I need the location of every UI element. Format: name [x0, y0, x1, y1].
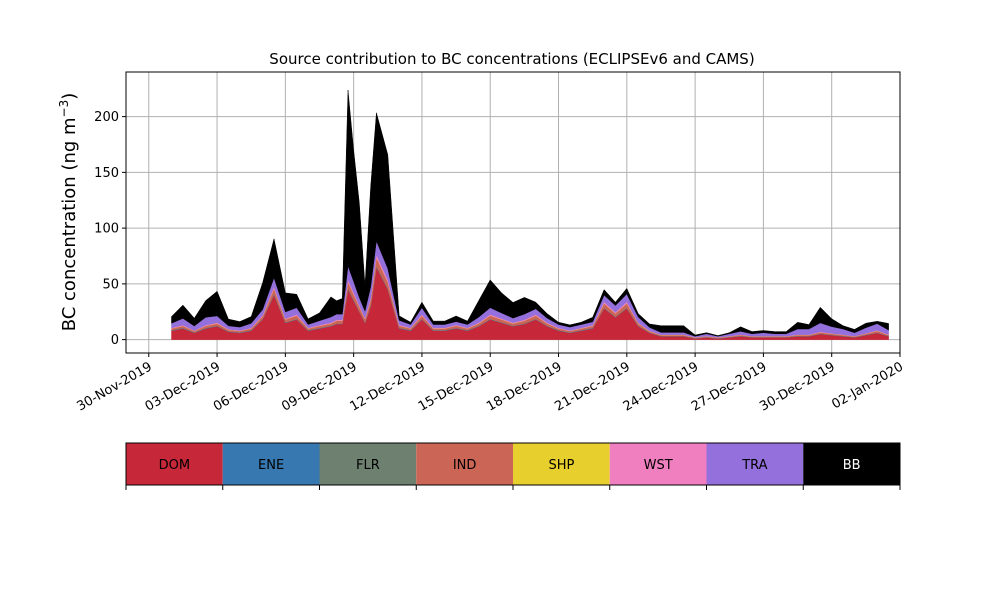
x-tick-label: 30-Nov-2019: [74, 359, 154, 414]
legend-label-bb: BB: [843, 458, 861, 473]
x-tick-label: 24-Dec-2019: [621, 359, 701, 414]
y-tick-label: 150: [94, 166, 119, 181]
x-tick-label: 12-Dec-2019: [348, 359, 428, 414]
x-tick-label: 15-Dec-2019: [416, 359, 496, 414]
x-tick-label: 03-Dec-2019: [143, 359, 223, 414]
legend-swatch-dom: [126, 443, 223, 485]
y-axis-label-superscript: −3: [57, 100, 71, 118]
legend-label-shp: SHP: [548, 458, 574, 473]
x-tick-label: 27-Dec-2019: [689, 359, 769, 414]
chart-title: Source contribution to BC concentrations…: [269, 50, 754, 68]
x-tick-label: 09-Dec-2019: [279, 359, 359, 414]
legend-label-ene: ENE: [258, 458, 284, 473]
x-tick-label: 18-Dec-2019: [484, 359, 564, 414]
legend-label-flr: FLR: [356, 458, 380, 473]
y-axis-label-main: BC concentration (ng m: [59, 117, 80, 331]
y-axis-label-tail: ): [59, 93, 80, 100]
x-axis: 30-Nov-201903-Dec-201906-Dec-201909-Dec-…: [74, 353, 906, 415]
y-tick-label: 100: [94, 222, 119, 237]
y-axis: 0 50 100 150 200: [94, 110, 126, 348]
legend-swatch-tra: [706, 443, 804, 485]
x-tick-label: 21-Dec-2019: [552, 359, 632, 414]
x-tick-label: 02-Jan-2020: [829, 359, 906, 412]
legend-swatch-wst: [609, 443, 707, 485]
plot-frame: [125, 71, 901, 354]
y-tick-label: 0: [111, 333, 119, 348]
legend-swatch-ind: [416, 443, 513, 485]
x-tick-label: 30-Dec-2019: [757, 359, 837, 414]
legend-label-dom: DOM: [159, 458, 190, 473]
legend-swatch-bb: [803, 443, 900, 485]
legend-swatch-ene: [222, 443, 320, 485]
legend-label-ind: IND: [453, 458, 477, 473]
y-tick-label: 200: [94, 110, 119, 125]
legend-label-wst: WST: [644, 458, 673, 473]
plot-areas: [171, 89, 889, 340]
y-axis-label: BC concentration (ng m−3): [57, 93, 80, 332]
legend-colorbar: DOM ENE FLR IND SHP WST TRA BB: [125, 442, 901, 490]
legend-label-tra: TRA: [741, 458, 767, 473]
y-tick-label: 50: [102, 277, 119, 292]
legend-swatch-shp: [513, 443, 610, 485]
area-bb: [171, 89, 889, 337]
x-tick-label: 06-Dec-2019: [211, 359, 291, 414]
legend-swatch-flr: [319, 443, 417, 485]
